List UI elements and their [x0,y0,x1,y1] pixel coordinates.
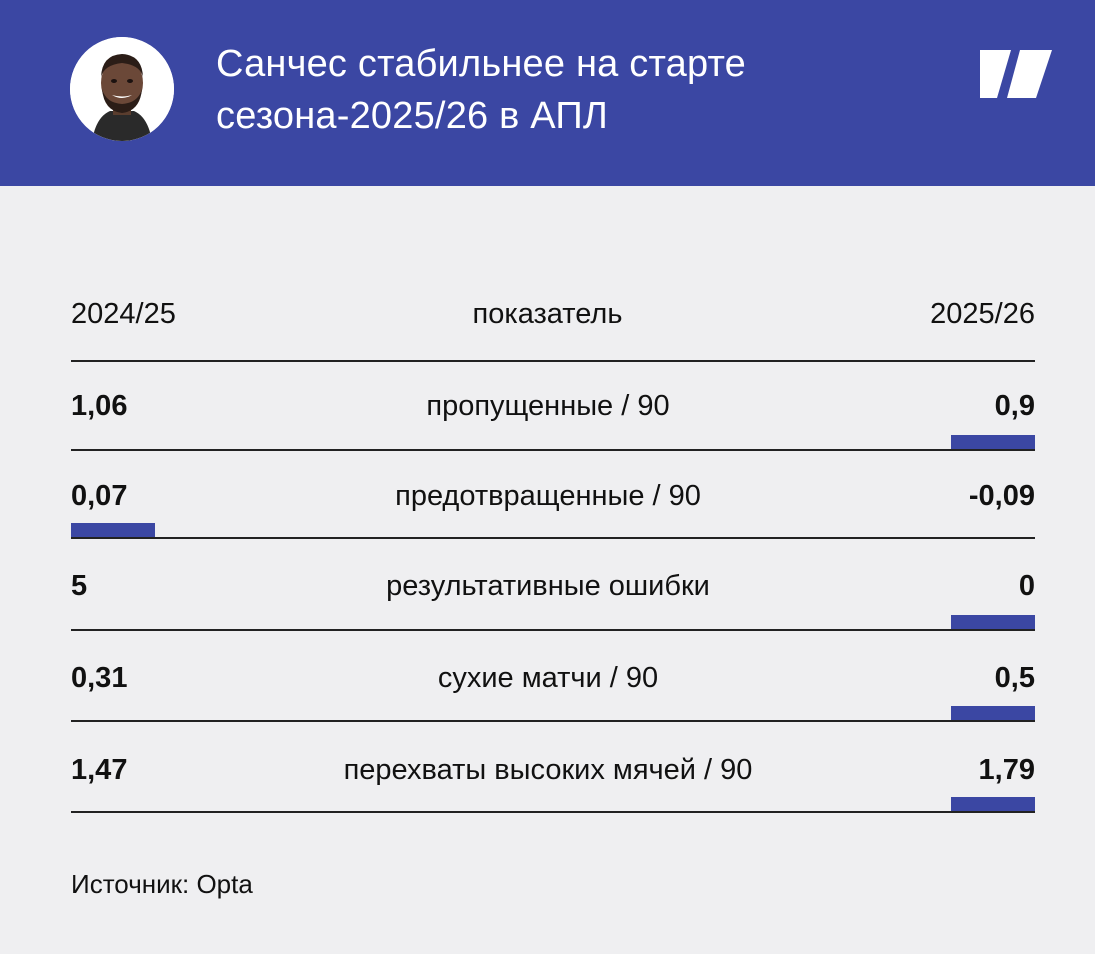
highlight-bar [951,435,1035,449]
table-divider [71,360,1035,362]
table-divider [71,449,1035,451]
value-2025-26: 0 [1018,570,1035,602]
metric-label: сухие матчи / 90 [437,662,659,694]
highlight-bar [951,797,1035,811]
value-2025-26: 0,9 [994,390,1035,422]
highlight-bar [951,615,1035,629]
source-note: Источник: Opta [71,869,253,899]
column-header-metric: показатель [472,298,623,330]
table-divider [71,629,1035,631]
value-2024-25: 0,07 [71,480,128,512]
table-divider [71,811,1035,813]
value-2025-26: 0,5 [994,662,1035,694]
page-title: Санчес стабильнее на старте сезона-2025/… [216,38,916,142]
value-2025-26: 1,79 [978,754,1035,786]
column-header-2025-26: 2025/26 [930,298,1035,330]
value-2024-25: 0,31 [71,662,128,694]
brand-logo-icon [978,48,1054,105]
value-2024-25: 1,47 [71,754,128,786]
table-divider [71,720,1035,722]
table-divider [71,537,1035,539]
title-line-2: сезона-2025/26 в АПЛ [216,95,609,137]
title-line-1: Санчес стабильнее на старте [216,43,746,85]
value-2025-26: -0,09 [968,480,1035,512]
player-avatar-icon [70,37,174,141]
highlight-bar [951,706,1035,720]
value-2024-25: 5 [71,570,88,602]
metric-label: перехваты высоких мячей / 90 [343,754,753,786]
metric-label: результативные ошибки [386,570,710,602]
metric-label: предотвращенные / 90 [395,480,701,512]
metric-label: пропущенные / 90 [426,390,670,422]
header-banner: Санчес стабильнее на старте сезона-2025/… [0,0,1095,186]
value-2024-25: 1,06 [71,390,128,422]
highlight-bar [71,523,155,537]
column-header-2024-25: 2024/25 [71,298,176,330]
